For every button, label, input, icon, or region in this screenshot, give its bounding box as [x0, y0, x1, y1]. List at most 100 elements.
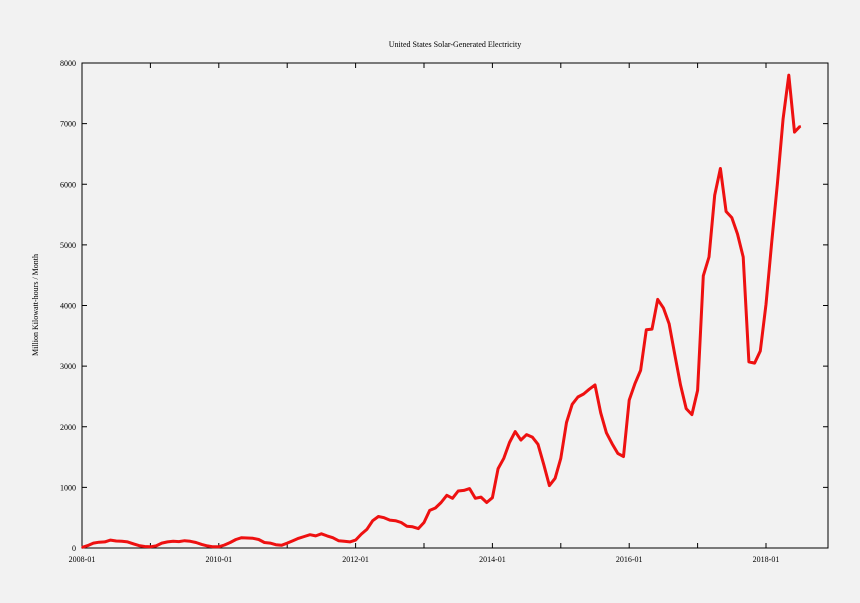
data-point: [138, 544, 140, 547]
data-point: [628, 399, 630, 401]
data-point: [577, 396, 579, 398]
data-point: [389, 519, 391, 521]
data-point: [377, 515, 380, 518]
data-point: [292, 539, 294, 542]
data-point: [662, 307, 665, 309]
data-point: [582, 393, 585, 395]
x-tick-label: 2016-01: [616, 555, 643, 564]
y-tick-label: 1000: [60, 483, 76, 492]
data-point: [309, 533, 311, 536]
x-tick-label: 2018-01: [753, 555, 780, 564]
data-point: [417, 527, 420, 530]
x-tick-label: 2008-01: [69, 555, 96, 564]
data-point: [223, 544, 226, 546]
data-point: [115, 540, 117, 542]
data-point: [332, 536, 334, 539]
data-point: [155, 545, 157, 547]
data-point: [178, 540, 180, 543]
data-point: [759, 350, 762, 352]
data-point: [172, 540, 174, 543]
data-point: [708, 256, 710, 258]
x-tick-label: 2014-01: [479, 555, 506, 564]
data-point: [651, 328, 653, 330]
data-point: [520, 439, 522, 441]
y-tick-label: 3000: [60, 362, 76, 371]
data-point: [645, 328, 648, 331]
data-point: [639, 369, 642, 372]
y-tick-label: 5000: [60, 241, 76, 250]
data-point: [508, 441, 511, 444]
data-point: [565, 421, 568, 424]
data-point: [161, 542, 163, 544]
data-point: [588, 388, 591, 390]
data-point: [200, 543, 203, 546]
data-point: [485, 501, 488, 504]
data-point: [166, 541, 169, 543]
data-point: [109, 539, 112, 541]
data-point: [195, 541, 197, 544]
data-point: [303, 535, 306, 538]
y-tick-label: 6000: [60, 180, 76, 189]
data-point: [86, 544, 89, 547]
data-point: [497, 467, 499, 470]
data-point: [776, 182, 779, 185]
data-point: [554, 477, 556, 480]
data-point: [542, 463, 545, 466]
data-point: [314, 535, 317, 537]
data-point: [788, 74, 790, 76]
data-point: [349, 541, 351, 543]
data-point: [713, 194, 716, 196]
data-point: [611, 442, 613, 445]
x-tick-label: 2012-01: [342, 555, 369, 564]
data-point: [748, 361, 750, 363]
data-point: [503, 457, 505, 460]
data-point: [257, 538, 260, 541]
data-point: [457, 490, 460, 492]
data-point: [394, 519, 397, 522]
data-point: [514, 430, 516, 433]
y-tick-label: 8000: [60, 59, 76, 68]
data-point: [81, 546, 83, 549]
y-tick-label: 2000: [60, 423, 76, 432]
data-point: [736, 233, 739, 235]
data-point: [337, 539, 340, 542]
data-point: [765, 303, 767, 306]
data-point: [423, 521, 425, 524]
data-point: [326, 535, 328, 537]
data-point: [149, 545, 152, 548]
data-point: [218, 545, 220, 548]
data-point: [679, 384, 682, 386]
data-point: [468, 487, 471, 490]
series-line: [81, 73, 802, 549]
data-point: [406, 525, 408, 527]
data-point: [440, 501, 442, 504]
data-point: [126, 541, 129, 543]
data-point: [656, 298, 659, 301]
data-point: [269, 542, 271, 544]
data-point: [189, 540, 192, 543]
y-tick-label: 7000: [60, 120, 76, 129]
y-tick-label: 0: [72, 544, 76, 553]
data-point: [98, 541, 100, 544]
data-point: [691, 413, 693, 416]
data-point: [742, 256, 744, 258]
data-point: [320, 532, 323, 535]
data-point: [719, 167, 722, 170]
data-point: [121, 540, 123, 543]
data-point: [525, 433, 528, 436]
data-point: [235, 538, 237, 541]
data-point: [360, 533, 363, 535]
data-point: [343, 540, 346, 543]
data-point: [434, 507, 437, 509]
data-point: [263, 541, 266, 544]
data-point: [428, 509, 431, 512]
data-point: [143, 545, 146, 548]
data-point: [622, 455, 625, 458]
data-point: [753, 362, 756, 364]
data-point: [383, 516, 385, 519]
data-point: [474, 497, 477, 500]
plot-frame: [81, 62, 829, 549]
data-point: [531, 436, 534, 438]
data-point: [240, 536, 243, 539]
data-point: [451, 497, 454, 500]
